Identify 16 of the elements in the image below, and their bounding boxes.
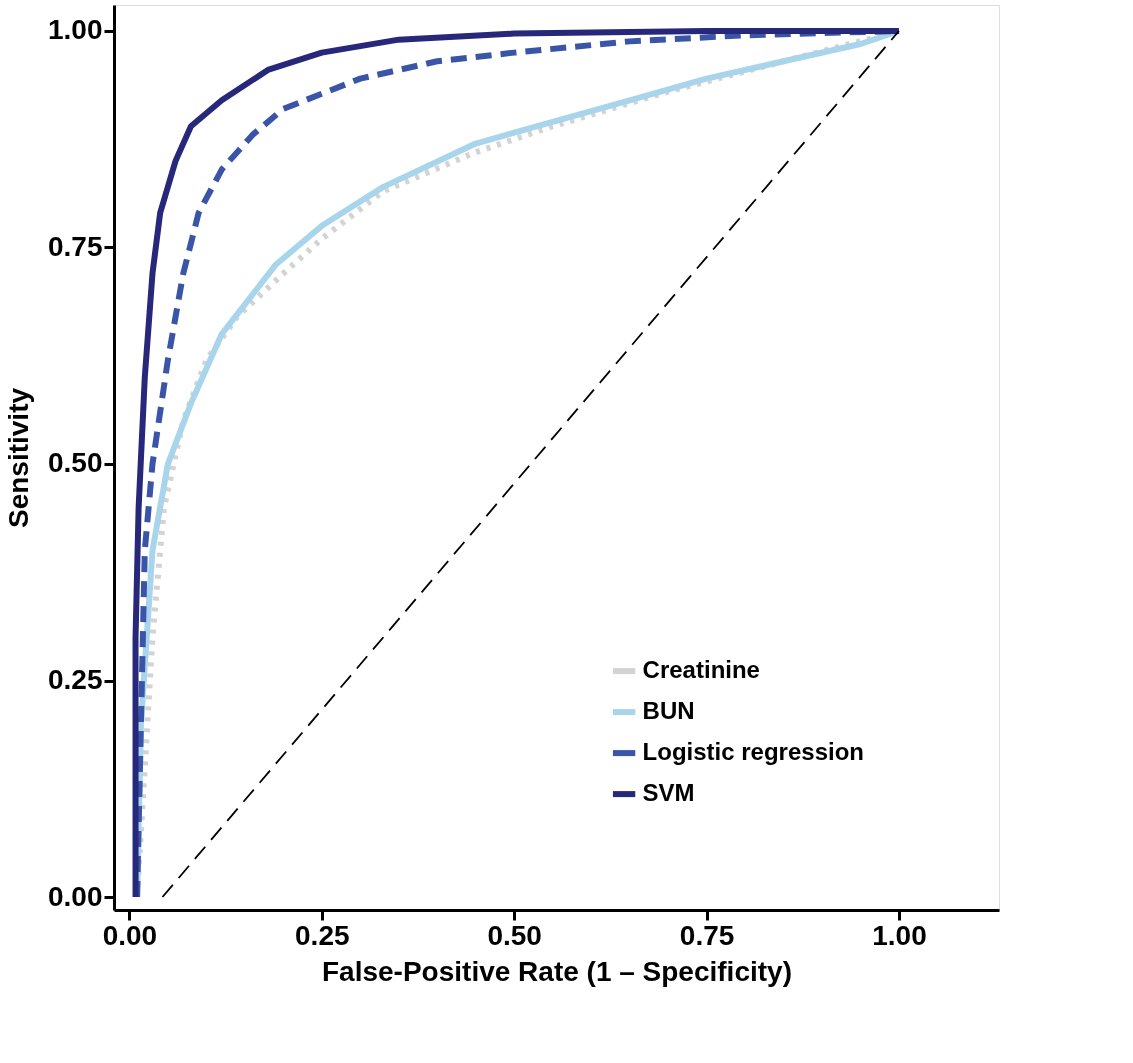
x-tick-label: 0.75 [679,919,735,951]
x-tick-label: 0.25 [295,919,350,951]
y-tick-label: 0.25 [48,664,103,695]
legend-label: BUN [642,697,695,725]
y-tick-label: 0.50 [48,447,103,479]
x-axis-title: False-Positive Rate (1 – Specificity) [322,955,792,987]
legend-label: SVM [642,779,695,807]
y-axis-title: Sensitivity [3,387,34,529]
x-tick-label: 1.00 [872,919,927,951]
x-tick-label: 0.00 [102,919,158,951]
legend-label: Creatinine [642,656,760,684]
y-tick-label: 1.00 [48,14,103,46]
y-tick-label: 0.00 [48,880,103,912]
legend-label: Logistic regression [642,738,864,766]
y-tick-label: 0.75 [48,230,103,262]
x-tick-label: 0.50 [487,919,542,951]
